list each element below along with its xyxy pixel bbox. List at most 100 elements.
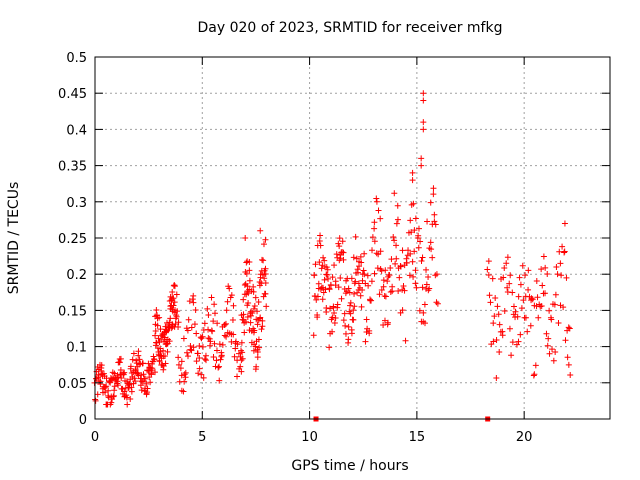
data-point — [317, 232, 324, 239]
data-point — [563, 274, 570, 281]
data-point — [531, 371, 538, 378]
data-point — [332, 315, 339, 322]
data-point — [188, 324, 195, 331]
data-point — [117, 355, 124, 362]
data-point — [239, 349, 246, 356]
y-axis-label: SRMTID / TECUs — [6, 182, 22, 295]
data-point — [329, 328, 336, 335]
data-point — [425, 274, 432, 281]
data-point — [418, 162, 425, 169]
data-point — [421, 301, 428, 308]
data-point — [205, 326, 212, 333]
data-point — [200, 374, 207, 381]
data-point — [107, 379, 114, 386]
data-point — [400, 283, 407, 290]
data-point — [558, 272, 565, 279]
data-point — [314, 314, 321, 321]
data-point — [390, 234, 397, 241]
data-point — [534, 294, 541, 301]
data-point — [102, 384, 109, 391]
data-point — [205, 335, 212, 342]
data-point — [399, 247, 406, 254]
data-point — [352, 278, 359, 285]
data-point — [515, 338, 522, 345]
data-point — [412, 267, 419, 274]
data-point — [151, 355, 158, 362]
data-point — [433, 299, 440, 306]
data-point — [506, 280, 513, 287]
data-point — [561, 220, 568, 227]
data-point — [222, 320, 229, 327]
data-point — [201, 355, 208, 362]
data-point — [190, 292, 197, 299]
data-point — [361, 250, 368, 257]
data-point — [213, 357, 220, 364]
data-point — [431, 218, 438, 225]
data-point — [520, 297, 527, 304]
data-point — [206, 335, 213, 342]
data-point — [485, 271, 492, 278]
data-point — [161, 352, 168, 359]
data-point — [238, 368, 245, 375]
data-point — [136, 356, 143, 363]
data-point — [191, 321, 198, 328]
data-point — [410, 200, 417, 207]
data-point — [121, 388, 128, 395]
data-point — [514, 313, 521, 320]
data-point — [347, 302, 354, 309]
data-point — [331, 320, 338, 327]
y-tick-label: 0.2 — [66, 268, 87, 283]
data-point — [331, 309, 338, 316]
data-point — [180, 335, 187, 342]
data-point — [412, 280, 419, 287]
data-points — [91, 90, 574, 422]
data-point — [360, 267, 367, 274]
data-point — [157, 326, 164, 333]
data-point — [250, 288, 257, 295]
data-point — [132, 378, 139, 385]
data-point — [382, 267, 389, 274]
data-point — [539, 282, 546, 289]
data-point — [486, 292, 493, 299]
data-point — [196, 355, 203, 362]
data-point — [326, 344, 333, 351]
data-point — [544, 342, 551, 349]
data-point — [164, 348, 171, 355]
data-point — [320, 254, 327, 261]
data-point — [185, 353, 192, 360]
data-point — [199, 343, 206, 350]
data-point — [94, 391, 101, 398]
data-point — [199, 333, 206, 340]
data-point — [256, 344, 263, 351]
data-point — [193, 358, 200, 365]
data-point — [257, 227, 264, 234]
data-point — [538, 303, 545, 310]
data-point — [348, 275, 355, 282]
data-point — [338, 295, 345, 302]
data-point — [253, 363, 260, 370]
data-point — [387, 265, 394, 272]
data-point — [154, 322, 161, 329]
data-point — [485, 258, 492, 265]
data-point — [223, 307, 230, 314]
data-point — [173, 313, 180, 320]
data-point — [246, 258, 253, 265]
data-point — [175, 361, 182, 368]
data-point — [311, 272, 318, 279]
data-point — [515, 293, 522, 300]
data-point — [560, 304, 567, 311]
data-point — [500, 274, 507, 281]
data-point — [259, 271, 266, 278]
data-point — [554, 271, 561, 278]
data-point — [238, 357, 245, 364]
data-point — [260, 241, 267, 248]
data-point — [363, 329, 370, 336]
data-point — [178, 372, 185, 379]
y-tick-label: 0.3 — [66, 196, 87, 211]
data-point — [143, 380, 150, 387]
data-point — [407, 250, 414, 257]
data-point — [538, 266, 545, 273]
data-point — [250, 347, 257, 354]
data-point — [373, 195, 380, 202]
data-point — [346, 289, 353, 296]
